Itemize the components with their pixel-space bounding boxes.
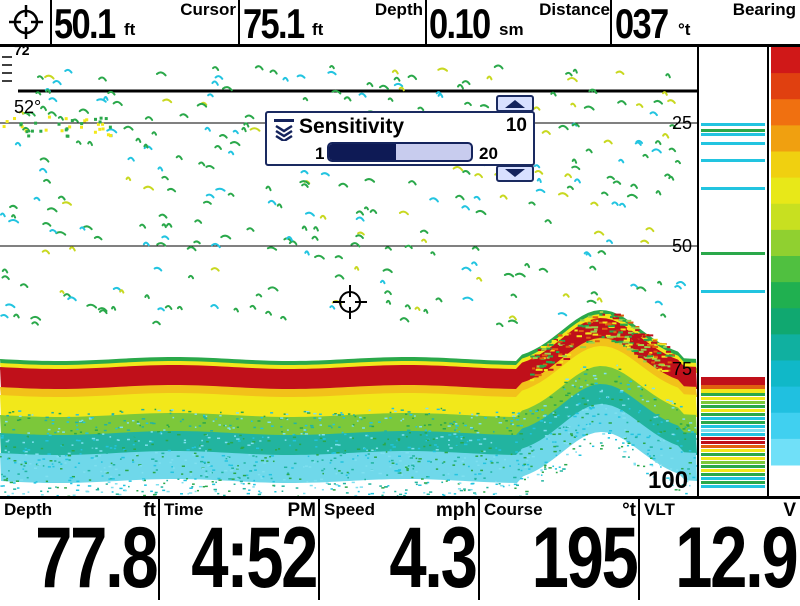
cursor-depth-value: 50.1 — [54, 2, 114, 46]
distance-readout: 0.10 sm Distance — [427, 0, 610, 44]
water-temp-label: 52° — [14, 97, 41, 118]
sensitivity-title: Sensitivity — [299, 115, 404, 139]
sensitivity-icon — [272, 117, 296, 141]
top-data-bar: 50.1 ft Cursor 75.1 ft Depth 0.10 sm Dis… — [0, 0, 800, 47]
distance-label: Distance — [539, 0, 610, 20]
depth-tick-75: 75 — [672, 359, 692, 380]
voltage-value: 12.9 — [675, 513, 796, 603]
color-palette-bar — [767, 47, 800, 496]
course-value: 195 — [531, 513, 636, 603]
sensitivity-slider[interactable] — [327, 142, 473, 162]
bottom-depth-value: 77.8 — [35, 513, 156, 603]
sensitivity-max-label: 20 — [479, 144, 498, 164]
speed-label: Speed — [324, 500, 375, 520]
speed-cell: Speed mph 4.3 — [320, 499, 480, 600]
bearing-value: 037 — [615, 2, 668, 46]
course-cell: Course °t 195 — [480, 499, 640, 600]
depth-readout: 75.1 ft Depth — [240, 0, 425, 44]
time-cell: Time PM 4:52 — [160, 499, 320, 600]
crosshair-icon — [0, 0, 50, 44]
depth-unit: ft — [312, 20, 323, 40]
cursor-mode-button[interactable] — [0, 0, 50, 44]
bearing-unit: °t — [678, 20, 690, 40]
time-value: 4:52 — [191, 513, 316, 603]
speed-value: 4.3 — [390, 513, 476, 603]
depth-value: 75.1 — [243, 2, 303, 46]
cursor-crosshair-icon[interactable] — [332, 284, 368, 320]
arrow-down-icon — [498, 167, 532, 180]
sensitivity-down-button[interactable] — [496, 165, 534, 182]
color-scale — [769, 47, 800, 496]
distance-unit: sm — [499, 20, 524, 40]
distance-value: 0.10 — [429, 2, 489, 46]
cursor-depth-readout: 50.1 ft Cursor — [52, 0, 238, 44]
sensitivity-dialog[interactable]: Sensitivity 10 1 20 — [265, 111, 535, 166]
bottom-data-bar: Depth ft 77.8 Time PM 4:52 Speed mph 4.3… — [0, 496, 800, 600]
seabed-bands — [0, 310, 697, 483]
sensitivity-value: 10 — [506, 115, 527, 137]
a-scope-returns — [699, 47, 767, 496]
top-scale-label: 72 — [14, 47, 30, 58]
a-scope-panel — [697, 47, 767, 496]
voltage-cell: VLT V 12.9 — [640, 499, 800, 600]
voltage-label: VLT — [644, 500, 675, 520]
sensitivity-min-label: 1 — [315, 144, 324, 164]
sensitivity-up-button[interactable] — [496, 95, 534, 112]
sensitivity-slider-fill — [329, 144, 396, 160]
depth-tick-50: 50 — [672, 236, 692, 257]
cursor-label: Cursor — [180, 0, 236, 20]
bearing-readout: 037 °t Bearing — [612, 0, 800, 44]
depth-label: Depth — [375, 0, 423, 20]
depth-tick-100: 100 — [648, 467, 688, 495]
cursor-depth-unit: ft — [124, 20, 135, 40]
depth-tick-25: 25 — [672, 113, 692, 134]
bearing-label: Bearing — [733, 0, 796, 20]
bottom-depth-cell: Depth ft 77.8 — [0, 499, 160, 600]
arrow-up-icon — [498, 97, 532, 110]
